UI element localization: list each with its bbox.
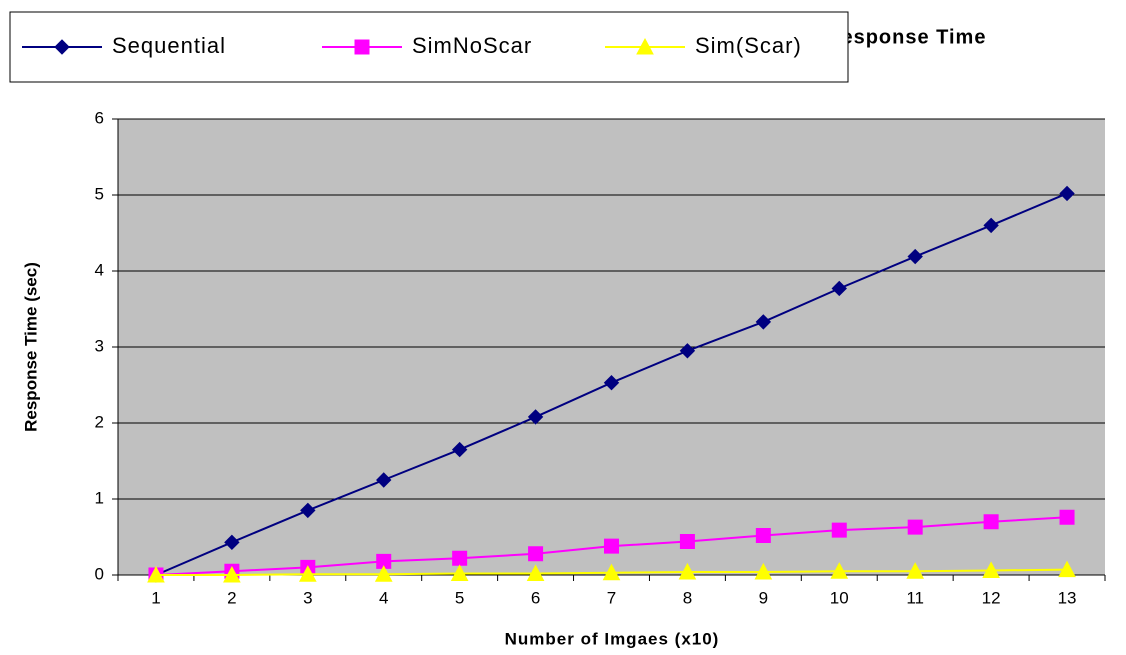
marker [983, 217, 999, 234]
marker [679, 343, 696, 359]
marker [354, 39, 370, 55]
y-tick-label: 6 [95, 108, 104, 127]
x-tick-label: 10 [830, 588, 849, 607]
x-tick-label: 9 [759, 588, 768, 607]
marker [830, 562, 849, 579]
marker [374, 565, 393, 582]
x-tick-label: 4 [379, 588, 388, 607]
x-tick-label: 13 [1058, 588, 1077, 607]
legend-label: Sim(Scar) [695, 33, 802, 58]
marker [147, 565, 165, 583]
marker [603, 375, 620, 391]
marker [528, 546, 544, 562]
marker [831, 522, 847, 538]
x-tick-label: 7 [607, 588, 616, 607]
marker [224, 534, 240, 551]
x-tick-label: 8 [683, 588, 692, 607]
marker [223, 565, 241, 583]
marker [376, 553, 392, 569]
marker [678, 562, 697, 580]
y-tick-label: 2 [95, 412, 104, 431]
x-tick-label: 2 [227, 588, 236, 607]
marker [1059, 185, 1075, 202]
x-axis-label: Number of Imgaes (x10) [505, 629, 720, 648]
y-tick-label: 4 [95, 260, 104, 279]
marker [679, 534, 695, 550]
marker [452, 550, 468, 566]
x-tick-label: 12 [982, 588, 1001, 607]
y-tick-label: 5 [95, 184, 104, 203]
marker [755, 314, 772, 330]
marker [602, 563, 621, 581]
marker [526, 564, 545, 581]
legend-label: SimNoScar [412, 33, 532, 58]
marker [450, 564, 469, 581]
y-tick-label: 0 [95, 564, 104, 583]
marker [831, 280, 847, 297]
marker [54, 39, 70, 55]
marker [298, 565, 317, 582]
marker [376, 472, 392, 488]
marker [982, 561, 1000, 578]
x-tick-label: 3 [303, 588, 312, 607]
marker [1059, 509, 1075, 525]
y-tick-label: 1 [95, 488, 104, 507]
legend-box [9, 11, 849, 83]
marker [604, 538, 619, 554]
marker [527, 409, 544, 425]
y-axis-label: Response Time (sec) [21, 262, 40, 432]
x-tick-label: 11 [906, 588, 924, 607]
marker [1058, 560, 1076, 578]
chart-title: Response Time [826, 26, 986, 48]
x-tick-label: 1 [151, 588, 160, 607]
marker [451, 441, 468, 458]
x-tick-label: 5 [455, 588, 464, 607]
marker [907, 519, 923, 535]
legend: Sequential SimNoScar Sim(Scar) [9, 11, 849, 83]
marker [300, 502, 316, 519]
x-tick-label: 6 [531, 588, 540, 607]
marker [754, 562, 773, 580]
legend-label: Sequential [112, 33, 226, 58]
y-tick-label: 3 [95, 336, 104, 355]
marker [906, 562, 925, 579]
marker [907, 248, 923, 265]
marker [636, 37, 654, 55]
marker [983, 514, 999, 530]
marker [755, 527, 771, 543]
